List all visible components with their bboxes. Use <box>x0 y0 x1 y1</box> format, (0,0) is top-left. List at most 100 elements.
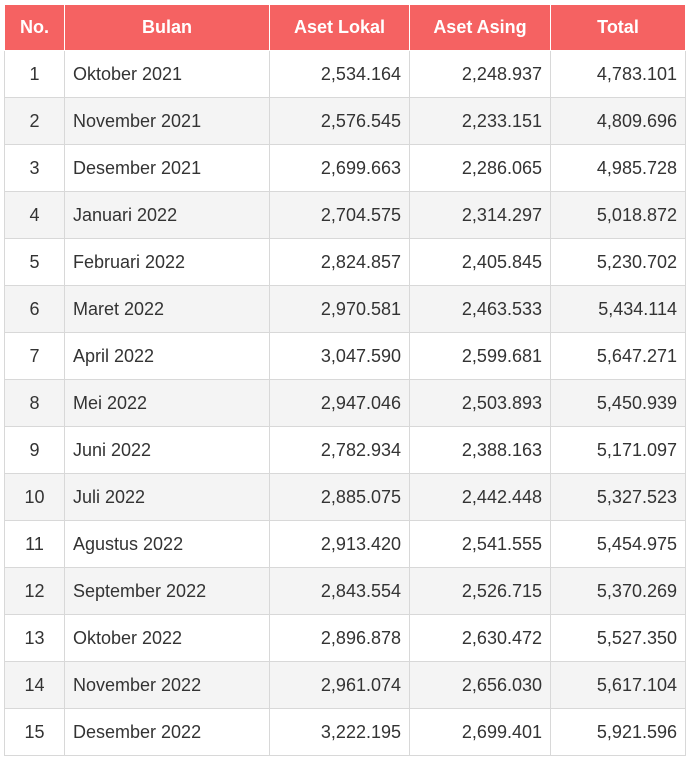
aset-asing-cell: 2,314.297 <box>409 191 551 239</box>
total-cell: 5,018.872 <box>550 191 686 239</box>
month-cell: Juni 2022 <box>64 426 270 474</box>
total-cell: 5,370.269 <box>550 567 686 615</box>
row-number-cell: 12 <box>4 567 65 615</box>
row-number-cell: 3 <box>4 144 65 192</box>
aset-lokal-cell: 2,824.857 <box>269 238 410 286</box>
month-cell: November 2021 <box>64 97 270 145</box>
total-cell: 5,434.114 <box>550 285 686 333</box>
row-number-cell: 8 <box>4 379 65 427</box>
total-cell: 4,809.696 <box>550 97 686 145</box>
total-cell: 5,454.975 <box>550 520 686 568</box>
row-number-cell: 10 <box>4 473 65 521</box>
table-row: 4 Januari 2022 2,704.575 2,314.297 5,018.872 <box>4 191 686 239</box>
total-cell: 5,230.702 <box>550 238 686 286</box>
aset-lokal-cell: 2,970.581 <box>269 285 410 333</box>
aset-lokal-cell: 2,885.075 <box>269 473 410 521</box>
total-cell: 5,617.104 <box>550 661 686 709</box>
row-number-cell: 14 <box>4 661 65 709</box>
table-row: 5 Februari 2022 2,824.857 2,405.845 5,230.70… <box>4 238 686 286</box>
table-row: 12 September 2022 2,843.554 2,526.715 5,370.… <box>4 567 686 615</box>
aset-asing-cell: 2,286.065 <box>409 144 551 192</box>
aset-asing-cell: 2,599.681 <box>409 332 551 380</box>
aset-asing-cell: 2,442.448 <box>409 473 551 521</box>
aset-asing-cell: 2,233.151 <box>409 97 551 145</box>
aset-lokal-cell: 2,704.575 <box>269 191 410 239</box>
aset-lokal-cell: 2,961.074 <box>269 661 410 709</box>
month-cell: Februari 2022 <box>64 238 270 286</box>
table-row: 6 Maret 2022 2,970.581 2,463.533 5,434.114 <box>4 285 686 333</box>
aset-lokal-cell: 3,047.590 <box>269 332 410 380</box>
table-row: 7 April 2022 3,047.590 2,599.681 5,647.271 <box>4 332 686 380</box>
row-number-cell: 6 <box>4 285 65 333</box>
header-bulan: Bulan <box>64 4 270 51</box>
total-cell: 5,921.596 <box>550 708 686 756</box>
total-cell: 5,647.271 <box>550 332 686 380</box>
total-cell: 4,783.101 <box>550 50 686 98</box>
table-row: 3 Desember 2021 2,699.663 2,286.065 4,985.72… <box>4 144 686 192</box>
aset-lokal-cell: 2,913.420 <box>269 520 410 568</box>
aset-asing-cell: 2,463.533 <box>409 285 551 333</box>
table-row: 15 Desember 2022 3,222.195 2,699.401 5,921.5… <box>4 708 686 756</box>
aset-asing-cell: 2,630.472 <box>409 614 551 662</box>
header-aset-lokal: Aset Lokal <box>269 4 410 51</box>
aset-asing-cell: 2,503.893 <box>409 379 551 427</box>
total-cell: 5,527.350 <box>550 614 686 662</box>
aset-lokal-cell: 2,534.164 <box>269 50 410 98</box>
aset-asing-cell: 2,388.163 <box>409 426 551 474</box>
aset-lokal-cell: 2,843.554 <box>269 567 410 615</box>
table-row: 1 Oktober 2021 2,534.164 2,248.937 4,783.101 <box>4 50 686 98</box>
aset-lokal-cell: 2,947.046 <box>269 379 410 427</box>
header-aset-asing: Aset Asing <box>409 4 551 51</box>
header-total: Total <box>550 4 686 51</box>
month-cell: Maret 2022 <box>64 285 270 333</box>
table-row: 11 Agustus 2022 2,913.420 2,541.555 5,454.97… <box>4 520 686 568</box>
header-no: No. <box>4 4 65 51</box>
row-number-cell: 15 <box>4 708 65 756</box>
aset-lokal-cell: 3,222.195 <box>269 708 410 756</box>
aset-lokal-cell: 2,896.878 <box>269 614 410 662</box>
table-row: 14 November 2022 2,961.074 2,656.030 5,617.1… <box>4 661 686 709</box>
total-cell: 5,450.939 <box>550 379 686 427</box>
aset-asing-cell: 2,405.845 <box>409 238 551 286</box>
aset-asing-cell: 2,656.030 <box>409 661 551 709</box>
row-number-cell: 2 <box>4 97 65 145</box>
month-cell: April 2022 <box>64 332 270 380</box>
month-cell: Agustus 2022 <box>64 520 270 568</box>
total-cell: 4,985.728 <box>550 144 686 192</box>
month-cell: Oktober 2021 <box>64 50 270 98</box>
row-number-cell: 4 <box>4 191 65 239</box>
total-cell: 5,327.523 <box>550 473 686 521</box>
aset-lokal-cell: 2,782.934 <box>269 426 410 474</box>
month-cell: Oktober 2022 <box>64 614 270 662</box>
month-cell: Januari 2022 <box>64 191 270 239</box>
table-header: No. Bulan Aset Lokal Aset Asing Total <box>4 4 686 51</box>
month-cell: Desember 2021 <box>64 144 270 192</box>
aset-lokal-cell: 2,576.545 <box>269 97 410 145</box>
aset-asing-cell: 2,699.401 <box>409 708 551 756</box>
total-cell: 5,171.097 <box>550 426 686 474</box>
row-number-cell: 7 <box>4 332 65 380</box>
table-row: 8 Mei 2022 2,947.046 2,503.893 5,450.939 <box>4 379 686 427</box>
month-cell: Mei 2022 <box>64 379 270 427</box>
table-row: 13 Oktober 2022 2,896.878 2,630.472 5,527.35… <box>4 614 686 662</box>
aset-asing-cell: 2,526.715 <box>409 567 551 615</box>
month-cell: Juli 2022 <box>64 473 270 521</box>
month-cell: Desember 2022 <box>64 708 270 756</box>
row-number-cell: 9 <box>4 426 65 474</box>
row-number-cell: 1 <box>4 50 65 98</box>
header-row: No. Bulan Aset Lokal Aset Asing Total <box>4 4 686 51</box>
row-number-cell: 13 <box>4 614 65 662</box>
month-cell: November 2022 <box>64 661 270 709</box>
aset-lokal-cell: 2,699.663 <box>269 144 410 192</box>
table-body: 1 Oktober 2021 2,534.164 2,248.937 4,783.101… <box>4 50 686 756</box>
aset-asing-cell: 2,248.937 <box>409 50 551 98</box>
aset-asing-cell: 2,541.555 <box>409 520 551 568</box>
month-cell: September 2022 <box>64 567 270 615</box>
row-number-cell: 11 <box>4 520 65 568</box>
table-row: 10 Juli 2022 2,885.075 2,442.448 5,327.523 <box>4 473 686 521</box>
row-number-cell: 5 <box>4 238 65 286</box>
table-row: 9 Juni 2022 2,782.934 2,388.163 5,171.097 <box>4 426 686 474</box>
table-row: 2 November 2021 2,576.545 2,233.151 4,809.69… <box>4 97 686 145</box>
